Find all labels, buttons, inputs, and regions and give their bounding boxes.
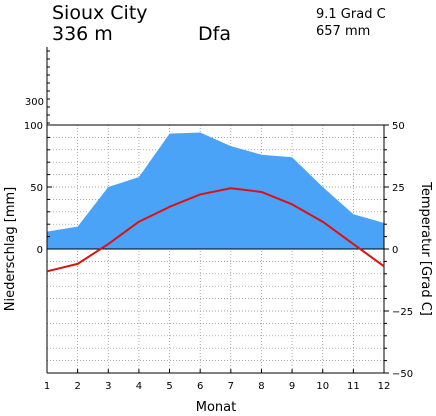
right-axis-ticks: 50 25 0 −25 −50	[384, 121, 413, 380]
mean-temperature: 9.1 Grad C	[316, 7, 386, 22]
station-elevation: 336 m	[52, 23, 113, 45]
left-axis-label: Niederschlag [mm]	[3, 187, 18, 312]
left-tick-label: 0	[37, 245, 43, 256]
left-axis-ticks: 100 50 0	[24, 121, 52, 256]
x-tick-label: 8	[258, 381, 264, 392]
right-axis-label: Temperatur [Grad C]	[418, 181, 433, 316]
x-tick-label: 6	[197, 381, 203, 392]
x-tick-label: 11	[347, 381, 360, 392]
right-tick-label: 25	[392, 183, 405, 194]
extended-tick-label-300: 300	[25, 97, 44, 108]
temperature-line	[46, 187, 385, 273]
left-tick-label: 100	[24, 121, 43, 132]
x-tick-label: 4	[136, 381, 142, 392]
x-axis-ticks: 1 2 3 4 5 6 7 8 9 10 11 12	[44, 369, 391, 392]
x-tick-label: 7	[228, 381, 234, 392]
annual-precipitation: 657 mm	[316, 24, 370, 39]
right-tick-label: 0	[392, 245, 398, 256]
x-tick-label: 5	[166, 381, 172, 392]
left-tick-label: 50	[30, 183, 43, 194]
x-tick-label: 10	[316, 381, 329, 392]
x-tick-label: 9	[289, 381, 295, 392]
x-axis-label: Monat	[196, 400, 236, 415]
x-tick-label: 1	[44, 381, 50, 392]
x-tick-label: 12	[378, 381, 391, 392]
right-tick-label: −25	[392, 307, 413, 318]
right-tick-label: 50	[392, 121, 405, 132]
x-tick-label: 2	[74, 381, 80, 392]
station-name: Sioux City	[52, 2, 148, 24]
x-tick-label: 3	[105, 381, 111, 392]
climate-classification: Dfa	[198, 23, 231, 45]
right-tick-label: −50	[392, 369, 413, 380]
extended-precip-ticks	[47, 50, 50, 124]
